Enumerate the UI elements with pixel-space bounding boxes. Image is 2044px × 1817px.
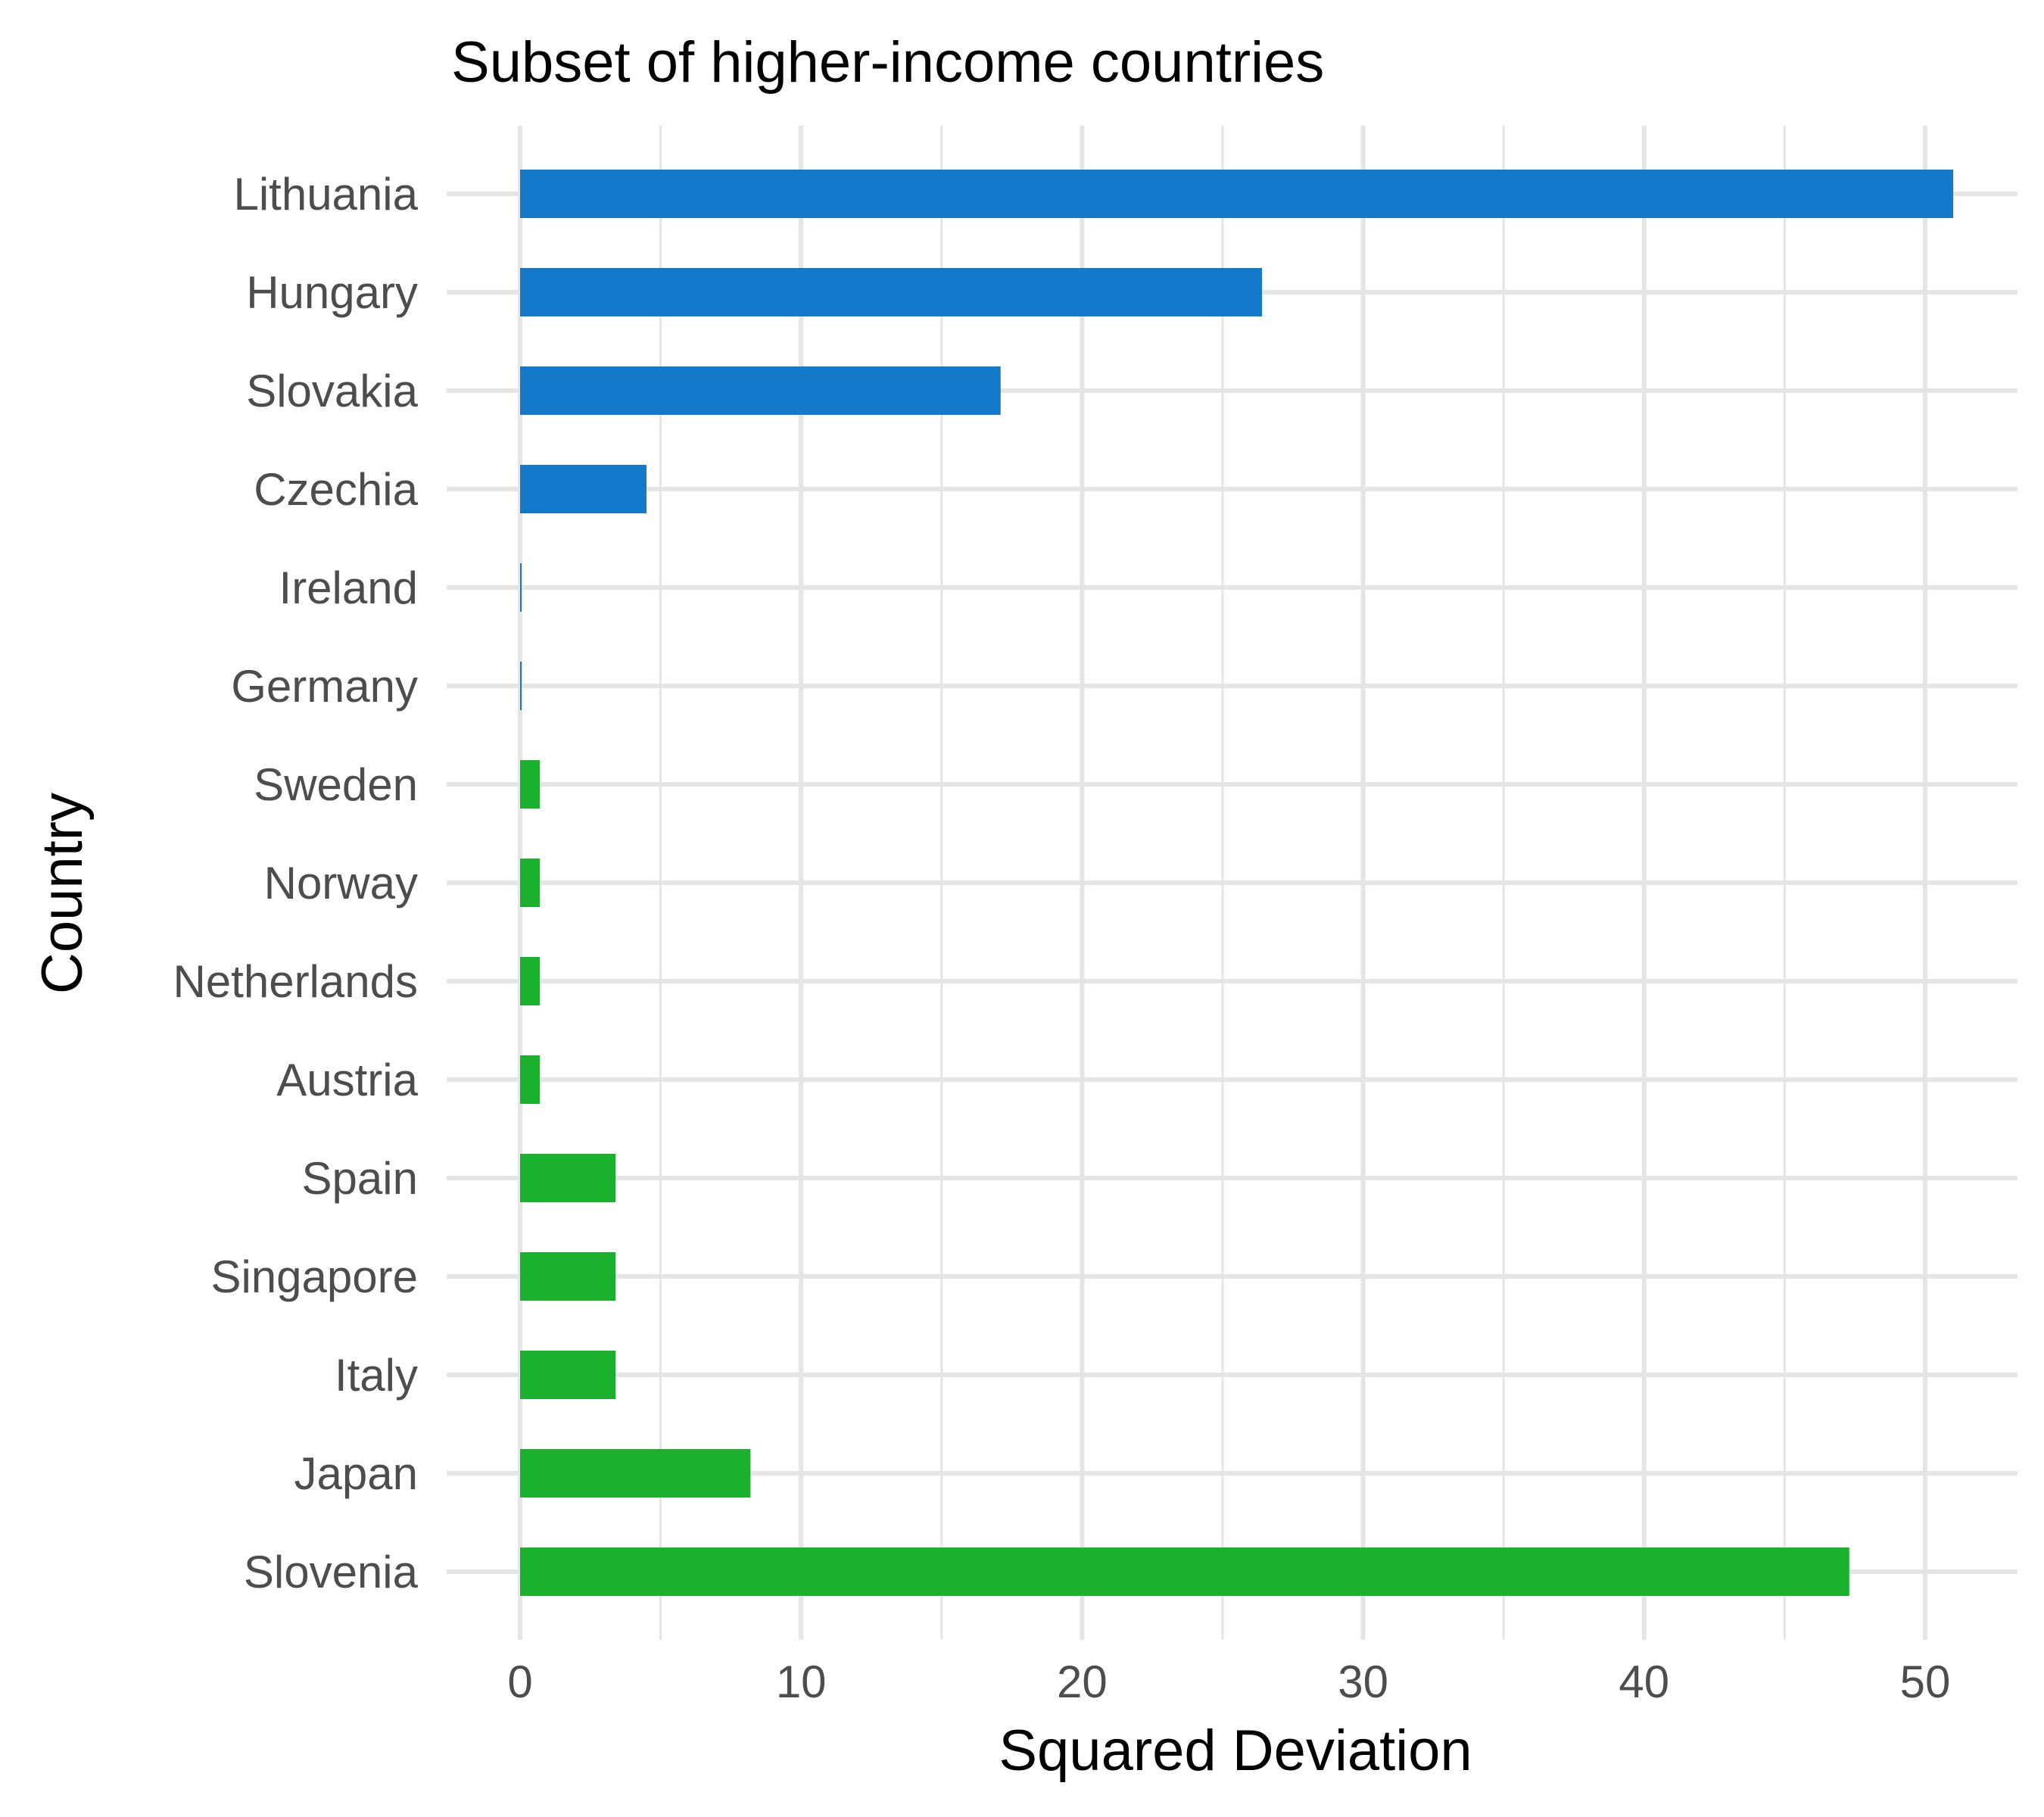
y-tick-label: Slovakia: [246, 366, 418, 416]
bar-ireland: [520, 563, 522, 612]
y-tick-label: Ireland: [279, 563, 418, 613]
x-tick-label: 50: [1900, 1656, 1951, 1707]
x-tick-label: 30: [1338, 1656, 1388, 1707]
bar-germany: [520, 662, 522, 710]
bar-lithuania: [520, 170, 1954, 218]
y-tick-label: Spain: [302, 1153, 418, 1204]
grid: [447, 126, 2018, 1640]
y-tick-label: Italy: [335, 1350, 418, 1401]
bar-singapore: [520, 1252, 616, 1301]
bar-japan: [520, 1449, 751, 1498]
y-tick-label: Netherlands: [173, 956, 418, 1007]
bar-spain: [520, 1154, 616, 1202]
x-tick-label: 20: [1057, 1656, 1108, 1707]
bar-netherlands: [520, 957, 540, 1005]
y-tick-label: Slovenia: [244, 1547, 419, 1597]
x-tick-label: 0: [507, 1656, 532, 1707]
y-tick-label: Austria: [276, 1055, 418, 1105]
x-tick-label: 40: [1619, 1656, 1669, 1707]
y-tick-label: Lithuania: [233, 169, 418, 220]
x-tick-label: 10: [776, 1656, 827, 1707]
bar-norway: [520, 859, 540, 907]
bar-czechia: [520, 465, 647, 513]
x-axis-title: Squared Deviation: [999, 1719, 1472, 1783]
bar-slovenia: [520, 1547, 1849, 1596]
y-tick-label: Singapore: [210, 1251, 418, 1302]
y-tick-label: Sweden: [254, 759, 418, 810]
bar-hungary: [520, 268, 1262, 316]
y-axis-title: Country: [30, 793, 95, 994]
bar-sweden: [520, 760, 540, 809]
x-tick-labels: 0 10 20 30 40 50: [507, 1656, 1950, 1707]
y-tick-label: Norway: [264, 858, 418, 908]
y-tick-labels: Lithuania Hungary Slovakia Czechia Ireland Ge…: [173, 169, 418, 1597]
bars: [520, 170, 1954, 1596]
y-tick-label: Hungary: [246, 267, 418, 318]
chart-title: Subset of higher-income countries: [451, 30, 1324, 95]
y-tick-label: Germany: [231, 661, 418, 712]
bar-austria: [520, 1055, 540, 1104]
bar-italy: [520, 1351, 616, 1399]
y-tick-label: Japan: [294, 1448, 418, 1499]
bar-slovakia: [520, 366, 1001, 415]
y-tick-label: Czechia: [254, 464, 418, 515]
